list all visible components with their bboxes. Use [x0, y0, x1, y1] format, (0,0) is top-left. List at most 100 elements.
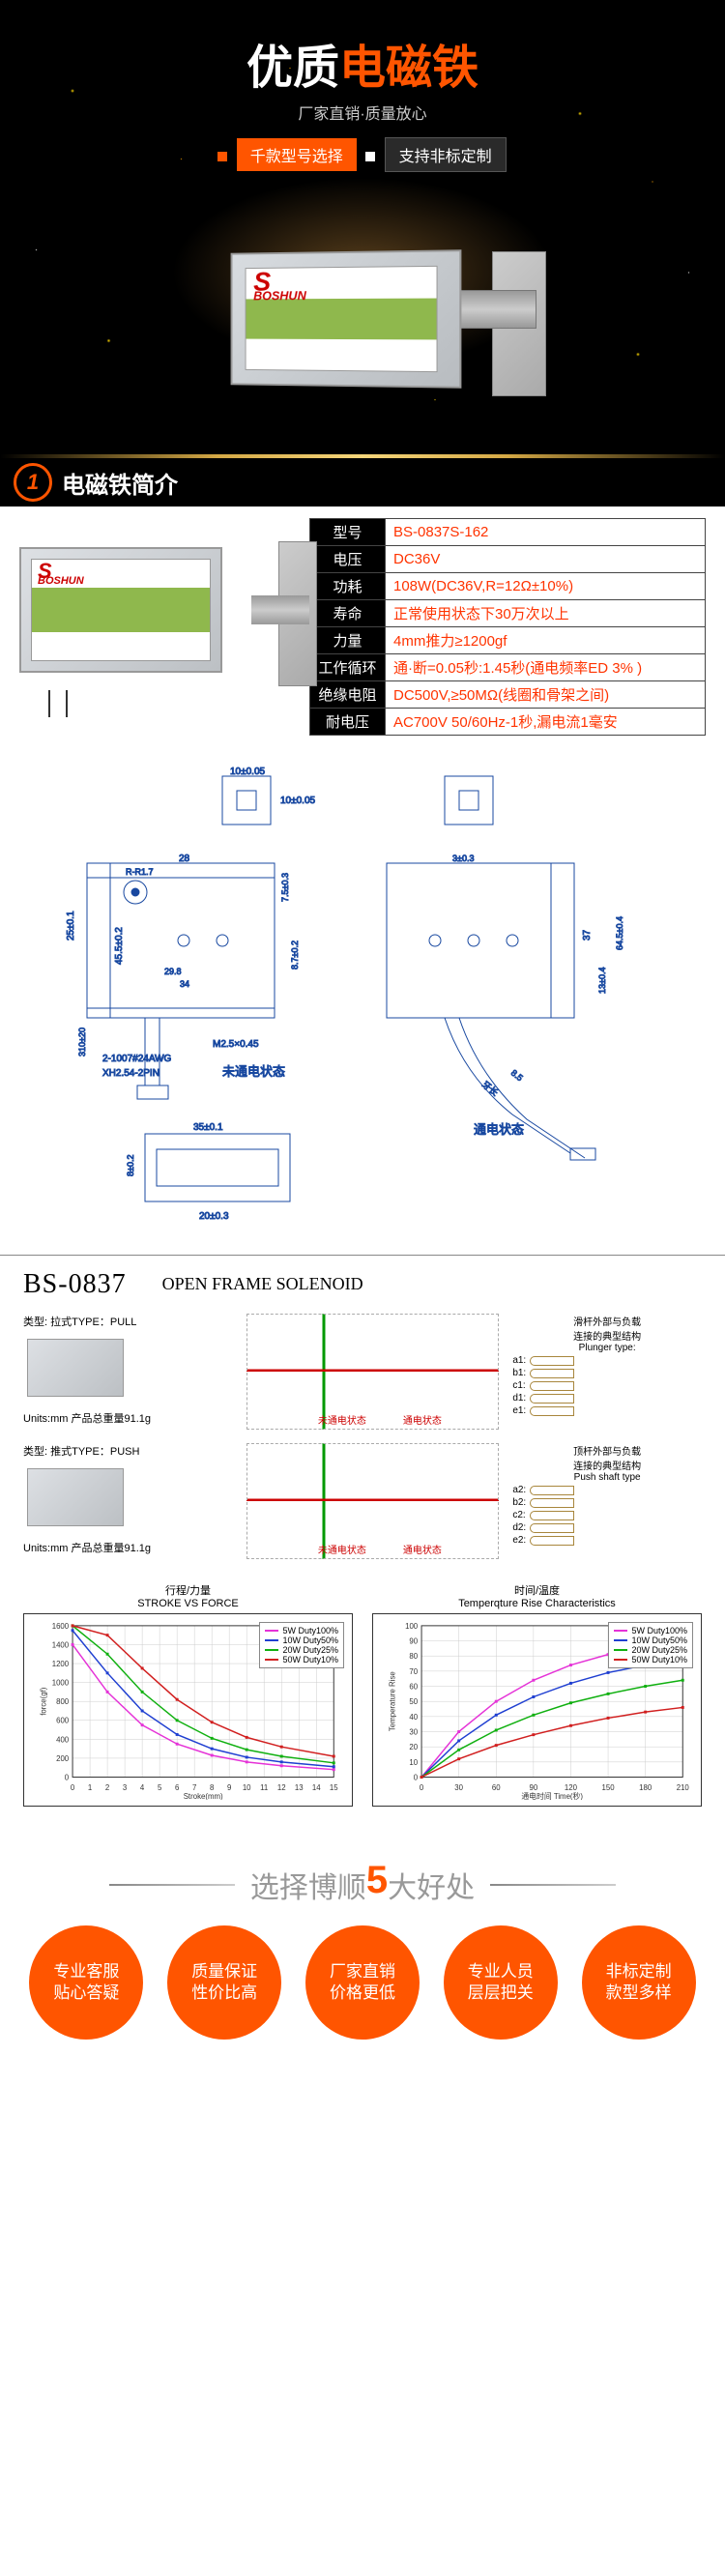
plunger-icon — [530, 1536, 574, 1546]
svg-text:60: 60 — [409, 1682, 418, 1691]
plunger-row: a2: — [512, 1485, 702, 1495]
benefit-badge: 厂家直销价格更低 — [305, 1925, 420, 2040]
hero-subtitle: 厂家直销·质量放心 — [0, 101, 725, 124]
svg-text:0: 0 — [420, 1783, 424, 1792]
spec-value: 108W(DC36V,R=12Ω±10%) — [386, 573, 706, 600]
svg-text:4: 4 — [140, 1783, 145, 1792]
schematic-drawing: 未通电状态 通电状态 — [246, 1314, 499, 1430]
spec-row-item: 功耗108W(DC36V,R=12Ω±10%) — [310, 573, 706, 600]
svg-text:通电状态: 通电状态 — [474, 1122, 524, 1137]
dot-icon — [218, 152, 227, 161]
svg-text:150: 150 — [602, 1783, 616, 1792]
svg-text:XH2.54-2PIN: XH2.54-2PIN — [102, 1068, 160, 1079]
legend-item: 5W Duty100% — [614, 1626, 687, 1635]
hero-title-orange: 电磁铁 — [339, 43, 478, 94]
plunger-icon — [530, 1523, 574, 1533]
svg-text:90: 90 — [409, 1636, 418, 1645]
plunger-icon — [530, 1511, 574, 1520]
legend-item: 10W Duty50% — [265, 1635, 338, 1645]
datasheet-grid: 类型: 拉式TYPE：PULL Units:mm 产品总重量91.1g 未通电状… — [23, 1314, 702, 1559]
chart-box: 0306090120150180210010203040506070809010… — [372, 1613, 702, 1807]
svg-text:8.5: 8.5 — [509, 1068, 525, 1084]
legend-item: 20W Duty25% — [614, 1645, 687, 1655]
spec-key: 绝缘电阻 — [310, 681, 386, 709]
svg-text:3±0.3: 3±0.3 — [452, 854, 474, 863]
svg-text:11: 11 — [260, 1783, 268, 1792]
product-plunger — [450, 290, 536, 329]
plunger-row: d1: — [512, 1393, 702, 1404]
svg-text:9: 9 — [227, 1783, 231, 1792]
svg-text:80: 80 — [409, 1652, 418, 1661]
plunger-types: 滑杆外部与负载 连接的典型结构 Plunger type: a1:b1:c1:d… — [512, 1314, 702, 1430]
datasheet-title: BS-0837 OPEN FRAME SOLENOID — [23, 1269, 702, 1300]
svg-text:12: 12 — [277, 1783, 286, 1792]
svg-text:30: 30 — [454, 1783, 463, 1792]
spec-key: 功耗 — [310, 573, 386, 600]
svg-text:1: 1 — [88, 1783, 92, 1792]
svg-text:2-1007#24AWG: 2-1007#24AWG — [102, 1054, 172, 1064]
plunger-row: c2: — [512, 1510, 702, 1520]
charts-row: 行程/力量STROKE VS FORCE 0123456789101112131… — [0, 1573, 725, 1830]
temp-rise-chart: 时间/温度Temperqture Rise Characteristics 03… — [372, 1582, 702, 1807]
svg-text:20: 20 — [409, 1743, 418, 1751]
product-pins — [39, 690, 97, 719]
svg-text:100: 100 — [405, 1622, 419, 1631]
svg-text:15: 15 — [330, 1783, 338, 1792]
brand-logo: SBOSHUN — [38, 564, 204, 586]
hero-banner: 优质电磁铁 厂家直销·质量放心 千款型号选择 支持非标定制 SBOSHUN — [0, 0, 725, 454]
benefit-badge: 非标定制款型多样 — [582, 1925, 696, 2040]
svg-text:10: 10 — [409, 1758, 418, 1767]
benefits-prefix: 选择博顺 — [250, 1872, 366, 1904]
hero-title-white: 优质 — [246, 43, 339, 94]
plunger-row: e2: — [512, 1535, 702, 1546]
svg-text:10±0.05: 10±0.05 — [230, 767, 266, 777]
svg-text:13: 13 — [295, 1783, 304, 1792]
svg-text:R-R1.7: R-R1.7 — [126, 867, 154, 877]
product-label: SBOSHUN — [31, 559, 211, 661]
svg-text:34: 34 — [180, 979, 189, 989]
svg-text:25±0.1: 25±0.1 — [66, 911, 76, 941]
benefits-title: 选择博顺5大好处 — [0, 1830, 725, 1925]
spec-key: 力量 — [310, 627, 386, 654]
svg-text:200: 200 — [56, 1754, 70, 1763]
technical-drawing: 10±0.05 10±0.05 25±0.1 R-R1.7 28 7.5±0.3… — [0, 747, 725, 1255]
plunger-row: c1: — [512, 1380, 702, 1391]
legend-color — [265, 1630, 278, 1632]
plunger-icon — [530, 1356, 574, 1366]
legend-color — [265, 1639, 278, 1641]
svg-text:120: 120 — [565, 1783, 578, 1792]
svg-text:400: 400 — [56, 1735, 70, 1744]
spec-value: 4mm推力≥1200gf — [386, 627, 706, 654]
chart-title: 行程/力量STROKE VS FORCE — [23, 1582, 353, 1609]
legend-color — [614, 1639, 627, 1641]
spec-key: 工作循环 — [310, 654, 386, 681]
svg-text:6: 6 — [175, 1783, 180, 1792]
svg-text:8±0.2: 8±0.2 — [126, 1155, 135, 1176]
line-decoration — [109, 1884, 235, 1886]
svg-text:800: 800 — [56, 1697, 70, 1706]
legend-item: 50W Duty10% — [265, 1655, 338, 1664]
dot-icon — [365, 152, 375, 161]
svg-text:7.5±0.3: 7.5±0.3 — [280, 873, 290, 902]
svg-text:37: 37 — [582, 929, 593, 941]
hero-product-image: SBOSHUN — [188, 213, 536, 425]
push-schematic: 未通电状态 通电状态 — [246, 1443, 499, 1559]
svg-text:M2.5×0.45: M2.5×0.45 — [213, 1039, 259, 1050]
svg-text:1600: 1600 — [52, 1622, 70, 1631]
svg-text:28: 28 — [179, 854, 190, 864]
svg-text:60: 60 — [492, 1783, 501, 1792]
svg-text:8: 8 — [210, 1783, 215, 1792]
benefits-number: 5 — [366, 1859, 388, 1901]
product-plunger — [251, 595, 309, 624]
svg-text:40: 40 — [409, 1713, 418, 1722]
hero-tag-orange: 千款型号选择 — [237, 138, 357, 171]
svg-text:90: 90 — [530, 1783, 538, 1792]
pull-schematic: 未通电状态 通电状态 — [246, 1314, 499, 1430]
plunger-row: b1: — [512, 1368, 702, 1378]
legend-color — [265, 1649, 278, 1651]
svg-text:force(gf): force(gf) — [40, 1687, 48, 1716]
svg-text:5: 5 — [158, 1783, 162, 1792]
spec-row-item: 力量4mm推力≥1200gf — [310, 627, 706, 654]
spec-row-item: 寿命正常使用状态下30万次以上 — [310, 600, 706, 627]
svg-text:64.5±0.4: 64.5±0.4 — [615, 916, 624, 950]
